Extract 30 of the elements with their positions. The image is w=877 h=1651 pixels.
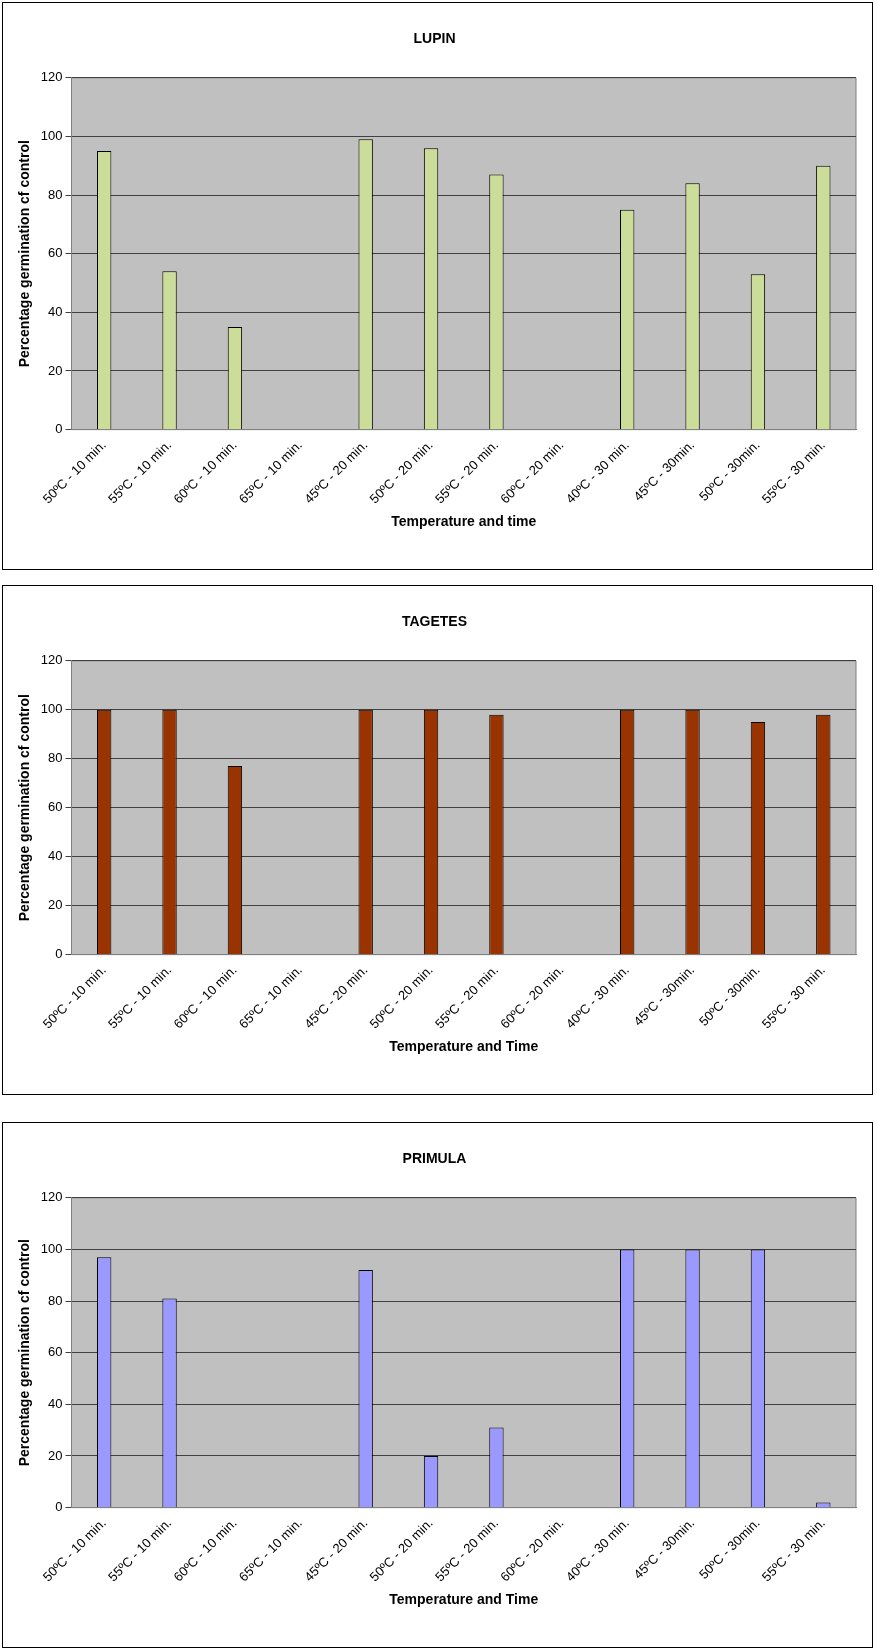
y-tick-label: 20 bbox=[48, 1447, 63, 1463]
y-tick-label: 0 bbox=[55, 421, 63, 437]
y-tick-label: 40 bbox=[48, 848, 63, 864]
y-tick-label: 20 bbox=[48, 362, 63, 378]
y-tick-label: 100 bbox=[40, 128, 63, 144]
y-tick-label: 120 bbox=[40, 69, 63, 85]
y-tick-label: 0 bbox=[55, 1499, 63, 1515]
y-tick-label: 20 bbox=[48, 897, 63, 913]
chart-title: PRIMULA bbox=[402, 1150, 467, 1167]
y-tick-label: 60 bbox=[48, 799, 63, 815]
y-tick-label: 80 bbox=[48, 186, 63, 202]
y-tick-label: 80 bbox=[48, 1292, 63, 1308]
x-axis-title: Temperature and Time bbox=[389, 1591, 539, 1608]
y-tick-label: 100 bbox=[40, 701, 63, 717]
y-axis-title: Percentage germination cf control bbox=[16, 1239, 33, 1467]
x-axis-title: Temperature and Time bbox=[389, 1038, 539, 1055]
y-axis-title: Percentage germination cf control bbox=[16, 694, 33, 922]
chart-title: LUPIN bbox=[413, 30, 456, 47]
y-tick-label: 80 bbox=[48, 750, 63, 766]
y-tick-label: 100 bbox=[40, 1241, 63, 1257]
y-tick-label: 40 bbox=[48, 1395, 63, 1411]
y-tick-label: 120 bbox=[40, 652, 63, 668]
y-tick-label: 120 bbox=[40, 1189, 63, 1205]
y-tick-label: 40 bbox=[48, 303, 63, 319]
y-tick-label: 60 bbox=[48, 245, 63, 261]
y-tick-label: 0 bbox=[55, 946, 63, 962]
y-tick-label: 60 bbox=[48, 1344, 63, 1360]
chart-title: TAGETES bbox=[401, 613, 468, 630]
y-axis-title: Percentage germination cf control bbox=[16, 140, 33, 368]
x-axis-title: Temperature and time bbox=[391, 513, 537, 530]
